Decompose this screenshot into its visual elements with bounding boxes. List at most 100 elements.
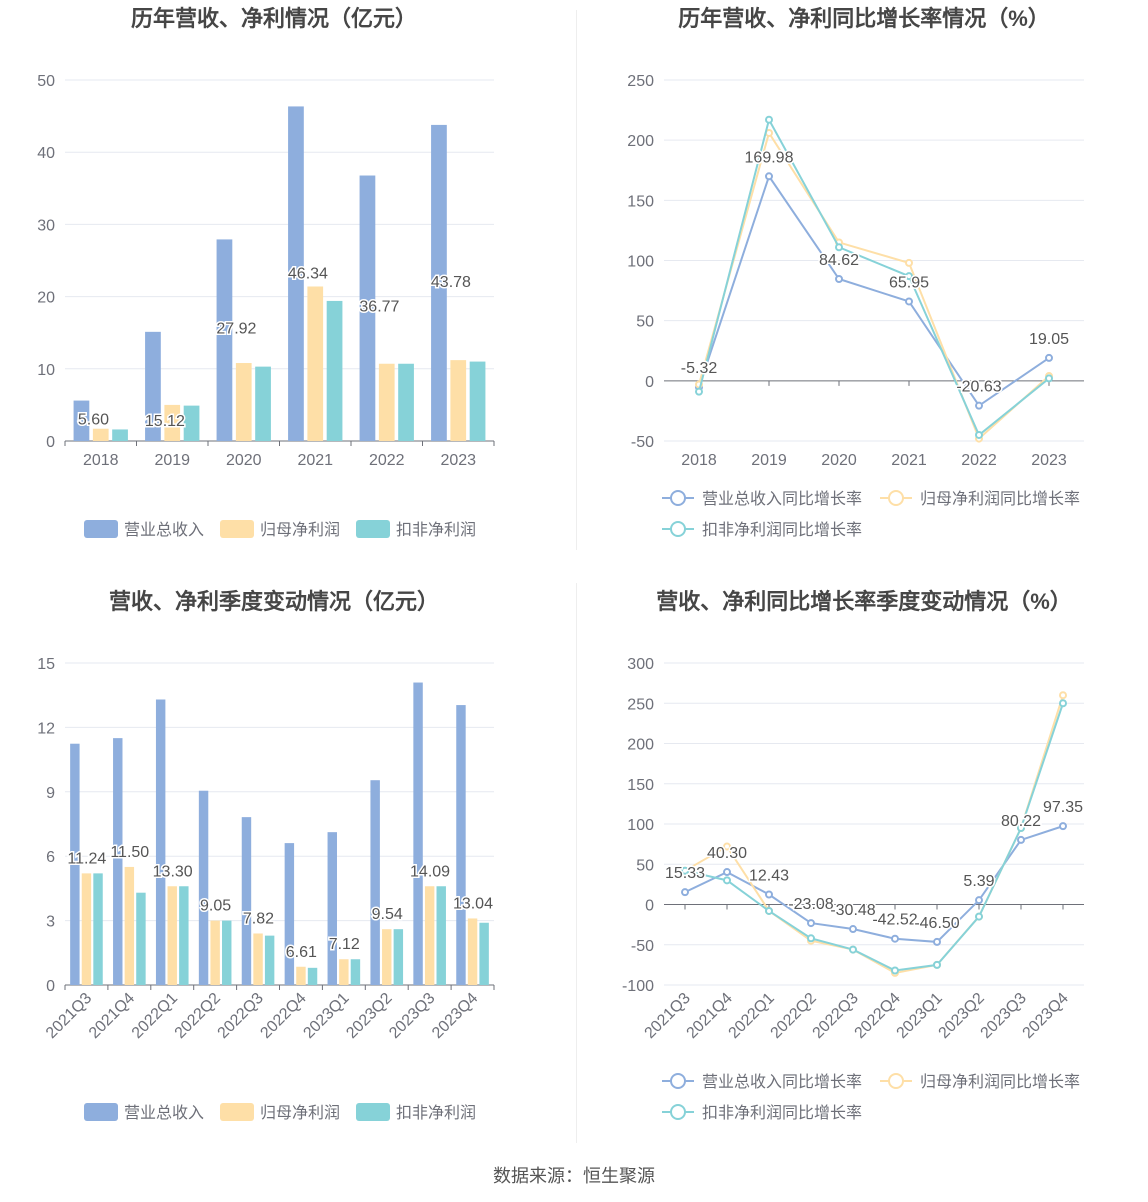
data-point — [905, 272, 913, 281]
bar-parent-profit — [382, 929, 392, 985]
bar-deducted-profit — [469, 361, 486, 441]
legend-swatch — [84, 1103, 118, 1121]
bar-data-label: 9.05 — [200, 898, 231, 915]
y-tick-label: 50 — [636, 314, 654, 331]
data-point — [765, 172, 773, 181]
bar-parent-profit — [235, 363, 252, 441]
y-tick-label: 150 — [627, 777, 654, 794]
bar-parent-profit — [339, 959, 349, 985]
data-point — [933, 960, 941, 969]
bar-parent-profit — [424, 886, 435, 985]
bar-deducted-profit — [350, 959, 361, 985]
data-point — [905, 297, 913, 306]
y-tick-label: 100 — [627, 254, 654, 271]
bar-deducted-profit — [93, 873, 103, 985]
legend-label: 营业总收入 — [124, 521, 204, 539]
y-tick-label: 3 — [46, 914, 55, 931]
chart-title: 营收、净利同比增长率季度变动情况（%） — [656, 589, 1072, 614]
bar-revenue — [70, 743, 80, 985]
y-tick-label: 9 — [46, 785, 55, 802]
x-tick-label: 2018 — [83, 452, 119, 469]
legend-swatch — [220, 520, 254, 538]
y-tick-label: 200 — [627, 737, 654, 754]
data-point — [891, 934, 899, 943]
annual-revenue-profit-chart: 历年营收、净利情况（亿元） 0 10 20 30 40 50 2018 2019 2020 2021… — [37, 6, 495, 539]
y-tick-label: 0 — [645, 374, 654, 391]
bar-parent-profit — [92, 428, 109, 441]
x-tick-label: 2022Q2 — [172, 990, 224, 1042]
annual-growth-panel: 历年营收、净利同比增长率情况（%） -50 0 50 100 150 200 250 2018 2… — [574, 0, 1148, 590]
y-tick-label: 150 — [627, 193, 654, 210]
x-tick-label: 2023 — [1031, 452, 1067, 469]
bar-deducted-profit — [393, 929, 404, 985]
legend-marker — [670, 1104, 686, 1120]
bar-deducted-profit — [222, 920, 232, 985]
line-data-label: 40.30 — [707, 845, 747, 862]
y-tick-label: 10 — [37, 362, 55, 379]
data-point — [1059, 691, 1067, 700]
y-tick-label: 200 — [627, 133, 654, 150]
bar-data-label: 15.12 — [145, 413, 185, 430]
bar-data-label: 27.92 — [216, 320, 256, 337]
x-tick-label: 2023Q3 — [386, 990, 438, 1042]
x-tick-label: 2023Q1 — [894, 990, 946, 1042]
x-tick-label: 2022 — [961, 452, 997, 469]
y-tick-label: 250 — [627, 73, 654, 90]
bar-parent-profit — [253, 933, 263, 985]
legend-swatch — [356, 1103, 390, 1121]
line-data-label: -5.32 — [681, 360, 718, 377]
bar-parent-profit — [81, 873, 92, 985]
line-data-label: -23.08 — [788, 896, 833, 913]
data-point — [765, 115, 773, 124]
data-point — [695, 387, 703, 396]
panel-divider-bottom — [576, 583, 577, 1143]
line-data-label: 19.05 — [1029, 331, 1069, 348]
data-point — [723, 868, 731, 877]
bar-parent-profit — [467, 918, 478, 985]
x-tick-label: 2023Q3 — [978, 990, 1030, 1042]
bar-deducted-profit — [436, 886, 446, 985]
y-tick-label: 0 — [46, 978, 55, 995]
bar-data-label: 13.30 — [153, 863, 193, 880]
bar-deducted-profit — [255, 366, 271, 441]
legend-marker — [670, 1073, 686, 1089]
bar-revenue — [198, 790, 209, 985]
y-tick-label: 0 — [46, 434, 55, 451]
series-line — [684, 702, 1064, 972]
x-tick-label: 2019 — [154, 452, 190, 469]
line-data-label: 15.33 — [665, 865, 705, 882]
bar-deducted-profit — [112, 429, 128, 441]
bar-data-label: 36.77 — [359, 299, 399, 316]
x-tick-label: 2020 — [226, 452, 262, 469]
bar-revenue — [359, 175, 376, 441]
bar-revenue — [113, 738, 123, 985]
y-tick-label: 6 — [46, 849, 55, 866]
data-point — [807, 934, 815, 943]
legend-swatch — [84, 520, 118, 538]
line-data-label: 169.98 — [745, 149, 794, 166]
quarterly-growth-panel: 营收、净利同比增长率季度变动情况（%） -100 -50 0 50 100 150 200 25… — [574, 583, 1148, 1173]
bar-deducted-profit — [264, 935, 275, 985]
bar-data-label: 11.50 — [110, 844, 149, 861]
legend-marker — [670, 521, 686, 537]
chart-title: 历年营收、净利同比增长率情况（%） — [678, 6, 1050, 31]
data-point — [1045, 353, 1053, 362]
legend-label: 归母净利润同比增长率 — [920, 1073, 1080, 1091]
y-tick-label: 30 — [37, 217, 55, 234]
data-point — [1059, 699, 1067, 708]
y-tick-label: 50 — [37, 73, 55, 90]
bar-revenue — [216, 239, 233, 441]
x-tick-label: 2023Q4 — [429, 990, 481, 1042]
legend-label: 营业总收入同比增长率 — [702, 1073, 862, 1091]
x-tick-label: 2023Q4 — [1020, 990, 1072, 1042]
x-tick-label: 2018 — [681, 452, 717, 469]
chart-title: 营收、净利季度变动情况（亿元） — [109, 589, 439, 614]
legend-label: 扣非净利润 — [396, 1104, 476, 1122]
line-data-label: 5.39 — [963, 873, 994, 890]
bar-parent-profit — [164, 404, 181, 441]
x-tick-label: 2021 — [891, 452, 927, 469]
x-tick-label: 2021Q4 — [86, 990, 138, 1042]
bar-deducted-profit — [326, 300, 343, 441]
data-point — [975, 912, 983, 921]
legend-marker — [888, 1073, 904, 1089]
